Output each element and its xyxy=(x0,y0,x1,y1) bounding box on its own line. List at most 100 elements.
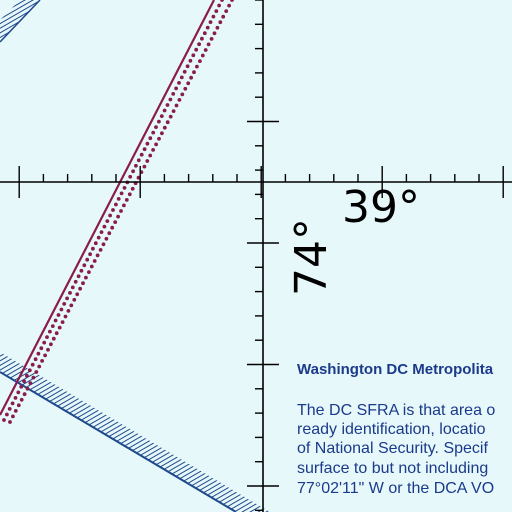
route-dot xyxy=(45,335,49,339)
route-dot xyxy=(122,203,126,208)
route-dot xyxy=(19,384,24,389)
route-dot xyxy=(206,42,211,47)
route-dot xyxy=(200,53,205,58)
route-dot xyxy=(16,390,21,395)
route-dot xyxy=(30,362,35,367)
route-dot xyxy=(136,175,141,180)
route-dot xyxy=(122,186,127,190)
route-dot xyxy=(198,59,202,63)
route-dot xyxy=(37,364,42,369)
route-dot xyxy=(116,214,120,219)
route-dot xyxy=(105,219,110,224)
route-dot xyxy=(31,375,36,380)
notice-heading: Washington DC Metropolita xyxy=(297,361,494,378)
airspace-boundary-bottom xyxy=(0,352,270,512)
notice-line: 77°02'11" W or the DCA VO xyxy=(297,480,494,497)
route-dot xyxy=(142,147,147,152)
route-dot xyxy=(49,342,53,347)
route-dot xyxy=(136,158,141,163)
notice-line: ready identification, locatio xyxy=(297,421,486,438)
route-dot xyxy=(171,109,176,113)
route-dot xyxy=(211,14,216,19)
route-dot xyxy=(217,3,222,8)
route-dot xyxy=(107,231,112,236)
route-dot xyxy=(227,3,232,8)
route-dot xyxy=(185,64,190,69)
route-dot xyxy=(70,285,75,290)
route-dot xyxy=(124,198,129,202)
route-dot xyxy=(81,281,85,286)
route-dot xyxy=(174,103,179,108)
route-dot xyxy=(186,81,191,86)
route-dot xyxy=(230,0,234,2)
route-dot xyxy=(128,174,133,179)
route-dot xyxy=(56,313,61,317)
route-dot xyxy=(162,108,167,113)
route-dot xyxy=(212,31,217,36)
route-dot xyxy=(142,164,147,169)
route-dot xyxy=(5,412,9,417)
route-dot xyxy=(119,209,123,213)
route-dot xyxy=(183,86,188,91)
route-dot xyxy=(87,270,91,274)
route-dot xyxy=(54,331,59,336)
route-dot xyxy=(165,120,170,125)
route-dot xyxy=(66,309,71,313)
route-dot xyxy=(91,246,95,251)
route-dot xyxy=(154,142,159,147)
route-dot xyxy=(148,136,153,141)
route-dot xyxy=(148,153,153,158)
route-dot xyxy=(36,351,41,356)
airspace-boundary-top xyxy=(0,0,41,43)
route-dot xyxy=(168,114,173,119)
route-dot xyxy=(174,86,179,91)
route-dot xyxy=(110,225,115,230)
route-dot xyxy=(108,213,112,218)
route-dot xyxy=(42,340,47,345)
latitude-label: 39° xyxy=(342,182,420,233)
route-dot xyxy=(7,407,12,411)
route-dot xyxy=(69,303,74,308)
longitude-label: 74° xyxy=(286,218,337,296)
route-dot xyxy=(39,346,44,351)
route-dot xyxy=(89,264,94,269)
route-dot xyxy=(73,279,78,284)
route-dot xyxy=(40,359,44,363)
route-dot xyxy=(62,302,67,306)
route-dot xyxy=(157,136,161,141)
route-dot xyxy=(65,296,69,301)
route-dot xyxy=(116,197,121,201)
route-dot xyxy=(13,396,18,400)
route-dot xyxy=(79,268,84,273)
route-dot xyxy=(224,9,229,14)
route-dot xyxy=(93,241,98,246)
route-dot xyxy=(165,103,170,107)
route-dot xyxy=(84,275,88,280)
route-dot xyxy=(101,242,106,247)
route-dot xyxy=(11,414,15,419)
route-dot xyxy=(33,357,38,362)
route-dot xyxy=(195,64,199,69)
route-dot xyxy=(96,235,101,240)
notice-line: of National Security. Specif xyxy=(297,440,488,457)
route-dot xyxy=(188,58,193,63)
route-dot xyxy=(202,31,207,36)
route-dot xyxy=(25,373,29,378)
route-dot xyxy=(78,286,82,291)
route-dot xyxy=(22,392,27,397)
route-dot xyxy=(203,48,208,52)
route-dots-inner xyxy=(2,0,224,422)
route-dot xyxy=(102,224,107,229)
route-dot xyxy=(130,186,135,191)
route-dot xyxy=(95,253,100,258)
route-dot xyxy=(60,320,65,324)
route-dot xyxy=(85,257,90,262)
route-dot xyxy=(19,397,24,402)
route-line xyxy=(0,0,234,424)
route-dot xyxy=(63,314,68,319)
route-dot xyxy=(134,163,138,168)
route-dot xyxy=(98,248,103,252)
route-dot xyxy=(160,131,164,136)
route-dot xyxy=(159,114,164,118)
